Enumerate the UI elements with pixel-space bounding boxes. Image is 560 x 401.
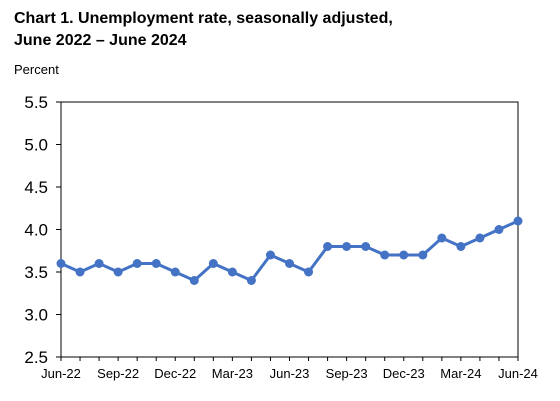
chart-title-line-2: June 2022 – June 2024: [14, 32, 187, 49]
data-point: [265, 250, 275, 260]
data-point: [227, 267, 237, 277]
data-point: [361, 242, 371, 251]
data-point: [189, 276, 199, 285]
x-tick-label: Sep-22: [97, 366, 139, 381]
data-point: [75, 267, 85, 277]
data-point: [132, 259, 142, 268]
x-tick-label: Mar-24: [440, 366, 481, 381]
plot-area-frame: [60, 101, 519, 358]
chart-title: Chart 1. Unemployment rate, seasonally a…: [14, 8, 554, 52]
data-point: [304, 267, 314, 277]
data-point: [418, 250, 428, 260]
data-point: [494, 225, 504, 234]
data-point: [437, 233, 447, 243]
data-point: [475, 233, 485, 243]
y-tick-label: 2.5: [24, 348, 48, 367]
y-tick-label: 3.0: [24, 306, 48, 325]
data-point: [246, 276, 256, 285]
y-tick-label: 4.5: [24, 178, 48, 197]
y-tick-label: 5.5: [24, 93, 48, 112]
data-point: [94, 259, 104, 268]
x-tick-label: Jun-22: [41, 366, 81, 381]
y-tick-label: 3.5: [24, 263, 48, 282]
x-tick-label: Sep-23: [326, 366, 368, 381]
data-point: [170, 267, 180, 277]
chart-title-line-1: Chart 1. Unemployment rate, seasonally a…: [14, 10, 393, 27]
data-point: [323, 242, 333, 251]
data-point: [380, 250, 390, 260]
x-tick-label: Dec-22: [154, 366, 196, 381]
y-axis-label: Percent: [14, 62, 59, 77]
data-point: [285, 259, 294, 268]
x-tick-label: Mar-23: [212, 366, 253, 381]
x-tick-label: Jun-23: [270, 366, 310, 381]
y-tick-label: 5.0: [24, 136, 48, 155]
series-line: [60, 219, 519, 282]
data-point: [456, 242, 466, 251]
y-tick-label: 4.0: [24, 221, 48, 240]
data-point: [342, 242, 352, 251]
data-point: [208, 259, 218, 268]
data-point: [113, 267, 123, 277]
x-tick-label: Jun-24: [498, 366, 538, 381]
data-point: [56, 259, 66, 268]
data-point: [399, 250, 409, 260]
x-tick-label: Dec-23: [383, 366, 425, 381]
data-point: [513, 216, 523, 226]
data-point: [151, 259, 161, 268]
